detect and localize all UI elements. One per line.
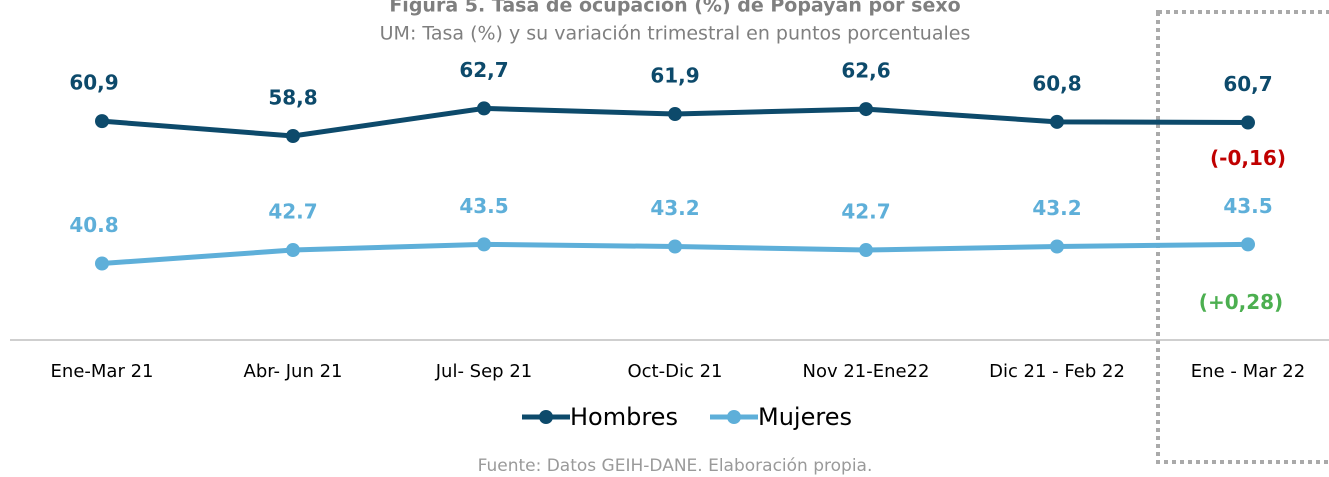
- data-point: [859, 243, 873, 258]
- data-label: 43.2: [1032, 196, 1081, 220]
- data-point: [95, 256, 109, 271]
- data-label: 40.8: [69, 213, 118, 237]
- data-point: [668, 239, 682, 254]
- x-tick-label: Oct-Dic 21: [627, 361, 722, 382]
- x-tick-label: Ene - Mar 22: [1191, 361, 1305, 382]
- data-label: 42.7: [841, 200, 890, 224]
- data-label: 62,6: [841, 59, 890, 83]
- legend-marker: [539, 410, 553, 424]
- data-point: [477, 237, 491, 252]
- data-label: 60,7: [1223, 72, 1272, 96]
- data-point: [1050, 239, 1064, 254]
- legend-marker: [727, 410, 741, 424]
- chart-title: Figura 5. Tasa de ocupación (%) de Popay…: [389, 0, 960, 17]
- x-tick-label: Jul- Sep 21: [435, 361, 533, 382]
- data-label: 61,9: [650, 64, 699, 88]
- x-tick-label: Ene-Mar 21: [51, 361, 154, 382]
- highlight-box: [1156, 10, 1329, 464]
- data-label: 60,8: [1032, 71, 1081, 95]
- data-label: 60,9: [69, 71, 118, 95]
- x-tick-label: Abr- Jun 21: [244, 361, 343, 382]
- data-label: 62,7: [459, 58, 508, 82]
- data-point: [1050, 114, 1064, 129]
- data-label: 42.7: [268, 200, 317, 224]
- data-point: [95, 114, 109, 129]
- data-label: 43.5: [1223, 194, 1272, 218]
- data-label: 43.5: [459, 194, 508, 218]
- data-label: 58,8: [268, 86, 317, 110]
- x-tick-label: Dic 21 - Feb 22: [989, 361, 1125, 382]
- data-point: [286, 243, 300, 258]
- data-point: [1241, 115, 1255, 130]
- data-point: [859, 102, 873, 117]
- chart-subtitle: UM: Tasa (%) y su variación trimestral e…: [380, 23, 971, 45]
- source-note: Fuente: Datos GEIH-DANE. Elaboración pro…: [478, 456, 873, 476]
- annotation: (+0,28): [1199, 290, 1283, 314]
- data-point: [477, 101, 491, 116]
- annotation: (-0,16): [1210, 146, 1286, 170]
- data-label: 43.2: [650, 196, 699, 220]
- data-point: [1241, 237, 1255, 252]
- data-point: [286, 129, 300, 143]
- x-tick-label: Nov 21-Ene22: [802, 361, 929, 382]
- legend-label: Mujeres: [758, 403, 852, 431]
- data-point: [668, 107, 682, 122]
- legend-label: Hombres: [570, 403, 678, 431]
